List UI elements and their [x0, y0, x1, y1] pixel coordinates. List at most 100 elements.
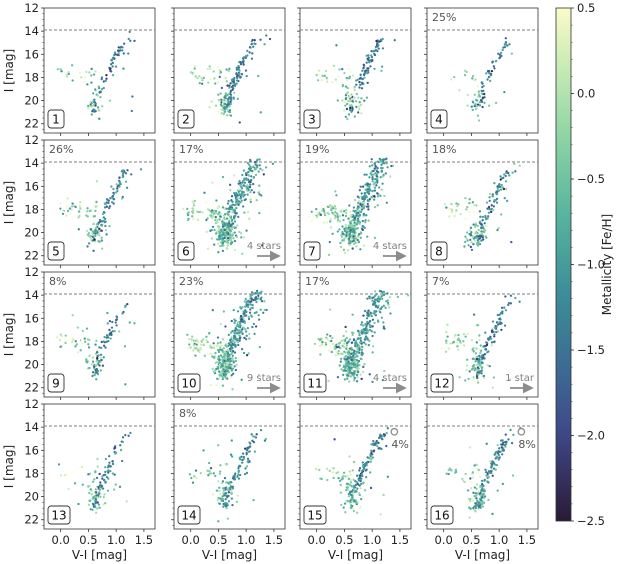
star-point: [354, 339, 358, 343]
star-point: [344, 359, 348, 363]
circle-note: 4%: [391, 438, 408, 451]
star-point: [317, 73, 321, 76]
star-point: [109, 470, 112, 473]
panel-frame: [299, 271, 412, 398]
star-point: [502, 46, 505, 49]
star-point: [229, 89, 233, 93]
colorbar-tick-label: −0.5: [577, 172, 605, 186]
star-point: [363, 191, 367, 195]
star-point: [225, 342, 228, 345]
star-point: [356, 238, 359, 242]
star-point: [373, 205, 377, 209]
star-point: [108, 461, 111, 464]
star-point: [63, 473, 67, 477]
star-point: [226, 481, 230, 484]
y-tick-label: 14: [24, 420, 39, 434]
star-point: [109, 331, 113, 334]
star-point: [236, 337, 239, 341]
star-point: [224, 501, 227, 505]
panel-number-box: [303, 505, 327, 525]
star-point: [101, 212, 105, 216]
star-point: [264, 166, 268, 169]
star-point: [244, 305, 247, 308]
star-point: [338, 220, 341, 223]
star-point: [334, 190, 337, 193]
star-point: [349, 499, 352, 503]
star-point: [234, 359, 238, 363]
star-point: [230, 336, 233, 339]
star-point: [218, 486, 221, 489]
star-point: [210, 100, 213, 103]
star-point: [483, 353, 486, 356]
star-points: [57, 431, 132, 514]
star-point: [377, 43, 380, 47]
star-point: [359, 103, 363, 106]
star-point: [482, 377, 486, 380]
star-point: [250, 291, 254, 294]
star-point: [231, 485, 235, 488]
star-point: [250, 297, 253, 300]
star-point: [349, 350, 352, 353]
star-point: [343, 109, 346, 112]
star-point: [95, 226, 98, 229]
star-point: [104, 470, 107, 474]
star-point: [126, 169, 129, 172]
star-point: [236, 224, 239, 227]
star-point: [244, 300, 247, 304]
star-point: [355, 105, 358, 109]
star-point: [499, 188, 503, 191]
star-point: [341, 344, 344, 347]
star-point: [112, 192, 116, 195]
star-point: [238, 193, 242, 197]
percent-label: 17%: [305, 275, 329, 288]
colorbar-label: Metallicity [Fe/H]: [600, 214, 614, 315]
x-tick-label: 0.0: [52, 533, 70, 547]
star-point: [374, 305, 378, 308]
star-point: [355, 342, 358, 345]
star-point: [85, 70, 88, 74]
star-point: [251, 165, 255, 169]
star-point: [216, 444, 220, 447]
star-point: [253, 39, 256, 42]
star-point: [347, 99, 350, 103]
star-point: [495, 197, 499, 201]
star-point: [373, 189, 376, 192]
star-point: [94, 371, 97, 374]
star-point: [484, 468, 487, 471]
star-point: [354, 237, 357, 240]
star-point: [347, 226, 350, 230]
star-point: [371, 351, 374, 354]
star-point: [252, 292, 255, 295]
star-point: [226, 517, 230, 520]
star-point: [345, 76, 348, 80]
star-point: [238, 121, 241, 124]
colorbar-tick-label: 0.5: [577, 1, 595, 15]
star-point: [466, 104, 469, 107]
panel-frame: [43, 271, 156, 398]
star-point: [242, 184, 245, 187]
star-point: [349, 506, 352, 510]
star-point: [377, 304, 380, 307]
star-point: [235, 206, 238, 210]
star-point: [234, 368, 238, 372]
star-point: [321, 343, 324, 346]
star-point: [118, 181, 122, 184]
star-point: [469, 226, 473, 229]
star-point: [481, 82, 484, 85]
x-tick-label: 0.0: [308, 533, 326, 547]
star-point: [225, 241, 229, 244]
star-point: [487, 205, 491, 209]
star-point: [213, 228, 216, 232]
star-point: [255, 300, 258, 304]
star-point: [311, 219, 314, 222]
star-point: [209, 384, 213, 387]
star-point: [101, 105, 104, 108]
star-point: [466, 358, 469, 361]
star-point: [493, 67, 496, 70]
star-point: [336, 215, 339, 218]
star-point: [222, 492, 225, 495]
star-point: [333, 216, 337, 220]
star-point: [87, 343, 90, 346]
star-point: [76, 351, 80, 354]
star-point: [111, 472, 114, 475]
